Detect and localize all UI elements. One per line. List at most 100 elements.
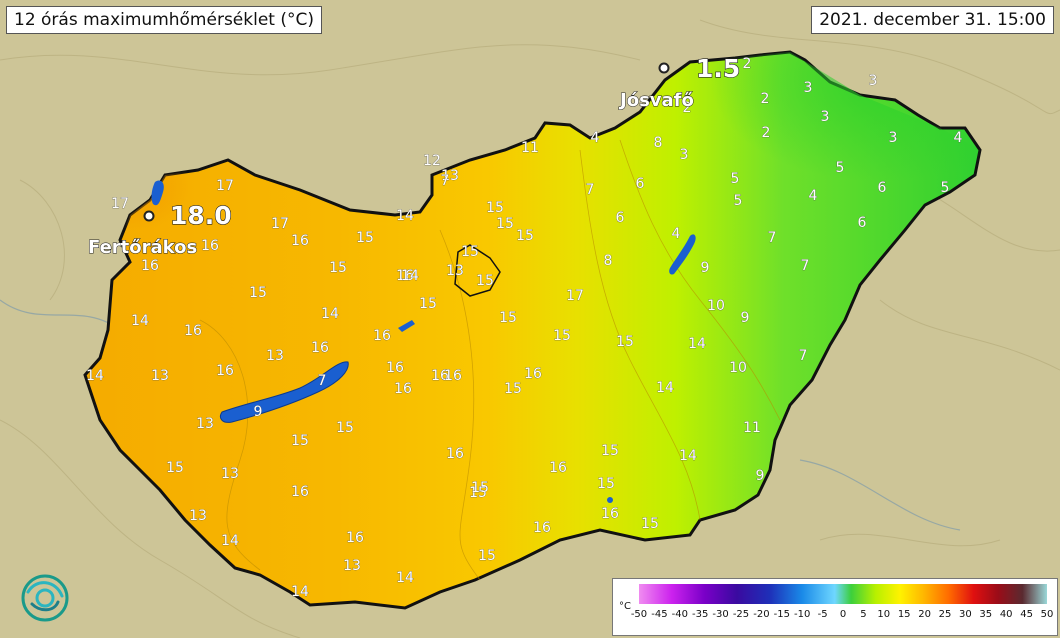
legend-tick-label: 20 [918, 609, 931, 620]
station-value-label: 15 [469, 485, 487, 501]
cold-north-overlay [600, 52, 980, 280]
station-value-label: 14 [656, 380, 674, 396]
legend-tick-label: -10 [794, 609, 811, 620]
station-value-label: 14 [291, 584, 309, 600]
legend-tick-label: -30 [712, 609, 729, 620]
legend-tick-label: -15 [773, 609, 790, 620]
station-value-label: 7 [768, 230, 777, 246]
station-value-label: 15 [291, 433, 309, 449]
station-value-label: 15 [336, 420, 354, 436]
min-place: Jósvafő [618, 90, 694, 111]
station-value-label: 16 [141, 258, 159, 274]
lake-small-south [607, 497, 613, 503]
station-value-label: 16 [533, 520, 551, 536]
station-value-label: 13 [441, 168, 459, 184]
station-value-label: 16 [216, 363, 234, 379]
legend-tick-label: -20 [753, 609, 770, 620]
station-value-label: 15 [496, 216, 514, 232]
station-value-label: 14 [688, 336, 706, 352]
max-marker: 18.0 Fertőrákos [88, 200, 233, 258]
station-value-label: 9 [254, 404, 263, 420]
station-value-label: 15 [601, 443, 619, 459]
legend-tick-label: 50 [1040, 609, 1054, 620]
station-value-label: 2 [743, 56, 752, 72]
station-value-label: 2 [762, 125, 771, 141]
station-value-label: 15 [329, 260, 347, 276]
legend-tick-label: -40 [671, 609, 688, 620]
station-value-label: 13 [343, 558, 361, 574]
station-value-label: 13 [151, 368, 169, 384]
met-service-logo-icon [21, 574, 69, 622]
station-value-label: 4 [954, 130, 963, 146]
station-value-label: 16 [346, 530, 364, 546]
station-value-label: 15 [249, 285, 267, 301]
station-value-label: 16 [291, 484, 309, 500]
station-value-label: 16 [373, 328, 391, 344]
station-value-label: 3 [680, 147, 689, 163]
station-value-label: 15 [356, 230, 374, 246]
station-value-label: 5 [734, 193, 743, 209]
station-value-label: 13 [446, 263, 464, 279]
station-value-label: 16 [601, 506, 619, 522]
min-marker-dot [658, 62, 670, 74]
legend-tick-label: -5 [817, 609, 828, 620]
station-value-label: 4 [591, 130, 600, 146]
station-value-label: 16 [311, 340, 329, 356]
min-marker: 1.5 Jósvafő [618, 53, 741, 111]
legend-tick-label: -50 [630, 609, 648, 620]
station-value-label: 17 [271, 216, 289, 232]
station-value-label: 5 [731, 171, 740, 187]
station-value-label: 15 [486, 200, 504, 216]
legend-tick-label: 45 [1020, 609, 1033, 620]
station-value-label: 14 [679, 448, 697, 464]
station-value-label: 11 [743, 420, 761, 436]
legend-tick-label: 30 [959, 609, 972, 620]
map-timestamp: 2021. december 31. 15:00 [811, 6, 1054, 34]
station-value-label: 14 [86, 368, 104, 384]
station-value-label: 4 [809, 188, 818, 204]
station-value-label: 14 [321, 306, 339, 322]
station-value-label: 16 [291, 233, 309, 249]
river-lines [0, 299, 961, 531]
station-value-label: 16 [431, 368, 449, 384]
station-value-label: 16 [201, 238, 219, 254]
station-value-label: 13 [189, 508, 207, 524]
station-value-label: 15 [616, 334, 634, 350]
station-value-label: 6 [858, 215, 867, 231]
station-value-label: 16 [549, 460, 567, 476]
station-value-label: 16 [394, 381, 412, 397]
station-value-label: 8 [604, 253, 613, 269]
station-value-label: 15 [504, 381, 522, 397]
station-value-label: 16 [396, 268, 414, 284]
station-value-label: 7 [586, 182, 595, 198]
legend-tick-label: 0 [839, 609, 847, 620]
station-value-label: 10 [729, 360, 747, 376]
budapest-outline [454, 244, 501, 297]
min-value: 1.5 [696, 54, 740, 83]
legend-color-bar [639, 584, 1047, 604]
station-value-label: 16 [184, 323, 202, 339]
station-value-label: 14 [221, 533, 239, 549]
station-value-label: 12 [423, 153, 441, 169]
terrain-texture [0, 19, 1060, 638]
lake-tisza [669, 234, 696, 275]
station-value-label: 6 [878, 180, 887, 196]
station-value-label: 16 [386, 360, 404, 376]
station-value-label: 17 [216, 178, 234, 194]
station-value-label: 15 [461, 244, 479, 260]
station-value-label: 9 [701, 260, 710, 276]
station-value-label: 7 [441, 173, 450, 189]
legend-tick-label: 35 [979, 609, 993, 620]
station-value-label: 15 [516, 228, 534, 244]
station-value-label: 3 [869, 73, 878, 89]
station-value-label: 15 [471, 480, 489, 496]
station-value-label: 7 [799, 348, 808, 364]
station-value-label: 15 [478, 548, 496, 564]
lake-ferto [151, 180, 164, 206]
station-value-label: 6 [616, 210, 625, 226]
legend-tick-label: -25 [732, 609, 750, 620]
station-value-label: 17 [566, 288, 584, 304]
station-value-label: 8 [654, 135, 663, 151]
station-value-label: 15 [166, 460, 184, 476]
